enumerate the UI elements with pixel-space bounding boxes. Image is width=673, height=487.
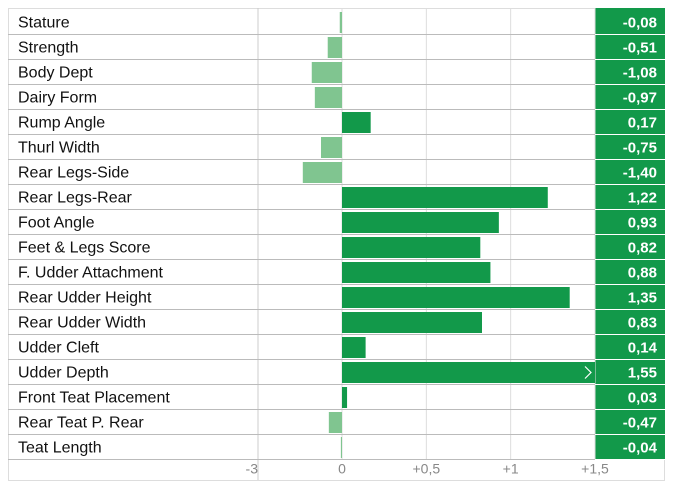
x-tick-label: +1,5 [581,461,609,477]
category-label: Teat Length [18,440,102,457]
value-label: 0,03 [628,389,657,406]
category-label: Rear Legs-Side [18,165,129,182]
bar [321,137,342,158]
bar [339,12,342,33]
category-label: Dairy Form [18,90,97,107]
value-label: 0,83 [628,314,657,331]
category-label: Udder Cleft [18,340,99,357]
x-tick-label: +0,5 [413,461,441,477]
category-label: Thurl Width [18,140,100,157]
value-label: 0,82 [628,239,657,256]
value-label: 0,14 [628,339,658,356]
value-label: -0,47 [623,414,657,431]
value-label: -0,51 [623,39,657,56]
category-label: Foot Angle [18,215,95,232]
value-label: 1,22 [628,189,657,206]
bar [342,212,499,233]
value-label: -0,75 [623,139,657,156]
value-label: -0,08 [623,14,657,31]
category-label: Body Dept [18,65,93,82]
bar [342,337,366,358]
value-label: -0,97 [623,89,657,106]
value-label: 0,93 [628,214,657,231]
value-label: 1,55 [628,364,657,381]
category-label: Rear Udder Height [18,290,152,307]
category-label: Stature [18,15,70,32]
bar [342,262,491,283]
category-label: Strength [18,40,78,57]
bar [342,112,371,133]
category-label: Rear Udder Width [18,315,146,332]
value-label: 0,88 [628,264,657,281]
value-label: -1,40 [623,164,657,181]
bar [340,437,342,458]
bar [342,187,548,208]
x-tick-label: -3 [246,461,259,477]
category-label: Rear Legs-Rear [18,190,133,207]
bar [342,287,570,308]
category-label: Udder Depth [18,365,109,382]
overflow-arrow [584,366,592,379]
bar [342,237,481,258]
bar [302,162,342,183]
value-label: -0,04 [623,439,658,456]
category-label: Front Teat Placement [18,390,170,407]
bar [327,37,342,58]
category-label: F. Udder Attachment [18,265,164,282]
category-label: Feet & Legs Score [18,240,151,257]
bar [342,312,482,333]
category-label: Rear Teat P. Rear [18,415,144,432]
bar [328,412,342,433]
bar [342,362,595,383]
bar [314,87,342,108]
category-label: Rump Angle [18,115,105,132]
value-label: 0,17 [628,114,657,131]
value-label: -1,08 [623,64,657,81]
bar [311,62,342,83]
x-tick-label: 0 [338,461,346,477]
bar [342,387,348,408]
value-label: 1,35 [628,289,657,306]
x-tick-label: +1 [503,461,519,477]
